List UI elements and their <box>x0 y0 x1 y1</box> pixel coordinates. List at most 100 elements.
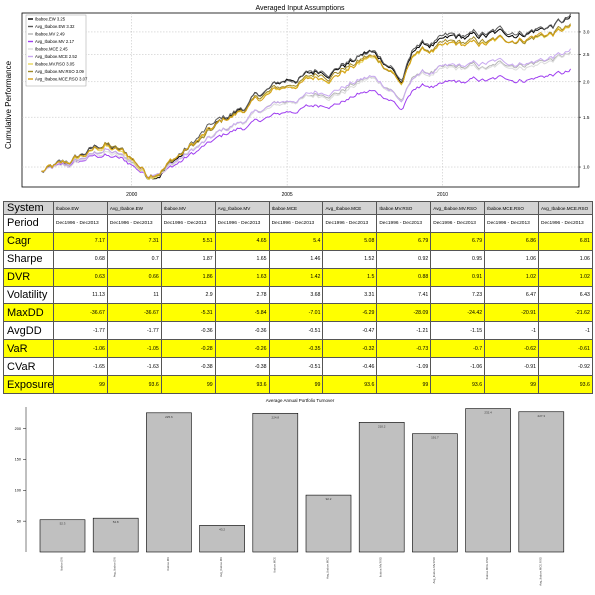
row-label: Volatility <box>3 285 54 305</box>
legend-entry: Avg_Ibaboe.MCE 2.52 <box>35 54 78 59</box>
x-tick-label: 2000 <box>126 192 137 198</box>
table-cell: 99 <box>268 375 324 394</box>
y-tick-label: 150 <box>15 458 21 462</box>
table-cell: Dec1996 - Dec2013 <box>376 214 432 233</box>
table-cell: 0.7 <box>106 249 162 269</box>
bar <box>92 517 139 553</box>
table-cell: 6.86 <box>484 231 540 251</box>
legend-entry: Ibaboe.MV 2.49 <box>35 32 65 37</box>
table-cell: 6.79 <box>430 231 486 251</box>
table-row: Exposure 99 93.6 99 93.6 99 93.6 99 93.6 99 93.6 <box>3 375 593 394</box>
column-header: Avg_Ibaboe.MV.RSO <box>430 201 486 215</box>
y-tick-label: 2.0 <box>583 79 590 84</box>
table-cell: -36.67 <box>53 303 108 323</box>
table-cell: 1.02 <box>538 267 593 287</box>
series-line <box>41 52 571 179</box>
table-cell: -1 <box>538 321 593 341</box>
y-tick-label: 100 <box>15 489 21 493</box>
table-cell: 5.51 <box>160 231 216 251</box>
row-label: CVaR <box>3 357 54 377</box>
table-cell: 1.42 <box>268 267 324 287</box>
table-cell: -28.09 <box>376 303 432 323</box>
bar <box>412 433 458 553</box>
bar-chart-title: Average Annual Portfolio Turnover <box>266 398 335 403</box>
table-cell: -1.15 <box>430 321 486 341</box>
table-cell: 1.06 <box>538 249 593 269</box>
table-cell: 93.6 <box>106 375 162 394</box>
column-header: Avg_Ibaboe.MCE.RSO <box>538 201 593 215</box>
bar <box>358 422 405 553</box>
legend-entry: Ibaboe.MCE 2.45 <box>35 47 68 52</box>
table-cell: -0.26 <box>214 339 270 359</box>
bar <box>305 494 352 553</box>
table-cell: 7.41 <box>376 285 432 305</box>
row-label: VaR <box>3 339 54 359</box>
bar-value-label: 224.8 <box>272 415 280 419</box>
bar <box>465 408 511 553</box>
table-cell: 0.66 <box>106 267 162 287</box>
table-cell: -1.77 <box>53 321 108 341</box>
performance-table: System Ibaboe.EW Avg_Ibaboe.EW Ibaboe.MV Avg… <box>3 201 593 394</box>
table-cell: -0.51 <box>268 321 324 341</box>
column-header: Avg_Ibaboe.EW <box>106 201 162 215</box>
table-row: MaxDD -36.67 -36.67 -5.31 -5.84 -7.01 -6.29 -28… <box>3 303 593 323</box>
table-cell: 93.6 <box>322 375 378 394</box>
table-cell: -0.91 <box>484 357 540 377</box>
table-cell: -0.28 <box>160 339 216 359</box>
table-cell: -24.42 <box>430 303 486 323</box>
column-header: Avg_Ibaboe.MCE <box>322 201 378 215</box>
table-cell: -0.36 <box>160 321 216 341</box>
y-tick-label: 50 <box>17 519 21 523</box>
row-label: DVR <box>3 267 54 287</box>
table-cell: -1.77 <box>106 321 162 341</box>
column-header: Ibaboe.MCE.RSO <box>484 201 540 215</box>
bar-value-label: 232.4 <box>484 411 492 415</box>
legend-entry: Ibaboe.MV.RSO 3.05 <box>35 62 75 67</box>
table-cell: -1.06 <box>430 357 486 377</box>
table-cell: Dec1996 - Dec2013 <box>160 214 216 233</box>
series-line <box>41 48 572 178</box>
table-cell: 7.31 <box>106 231 162 251</box>
table-cell: -1.09 <box>376 357 432 377</box>
table-cell: Dec1996 - Dec2013 <box>430 214 486 233</box>
table-cell: Dec1996 - Dec2013 <box>106 214 162 233</box>
y-tick-label: 1.0 <box>583 165 590 170</box>
table-cell: -0.61 <box>538 339 593 359</box>
row-label: MaxDD <box>3 303 54 323</box>
y-tick-label: 1.5 <box>583 115 590 120</box>
table-cell: -0.36 <box>214 321 270 341</box>
table-cell: -7.01 <box>268 303 324 323</box>
table-cell: Dec1996 - Dec2013 <box>214 214 270 233</box>
y-tick-label: 3.0 <box>583 30 590 35</box>
table-cell: Dec1996 - Dec2013 <box>53 214 108 233</box>
table-cell: 2.9 <box>160 285 216 305</box>
y-tick-label: 2.5 <box>583 52 590 57</box>
bar <box>199 525 245 553</box>
table-cell: -0.92 <box>538 357 593 377</box>
plot-frame <box>21 12 580 188</box>
legend-entry: Ibaboe.EW 3.25 <box>35 17 66 22</box>
table-cell: -0.62 <box>484 339 540 359</box>
legend-box <box>25 14 87 87</box>
table-cell: 93.6 <box>538 375 593 394</box>
x-category-label: Avg_Ibaboe.MV <box>219 557 223 577</box>
bar-value-label: 227.3 <box>538 414 546 418</box>
table-cell: -0.32 <box>322 339 378 359</box>
bar <box>146 412 192 553</box>
x-category-label: Avg_Ibaboe.EW <box>113 557 117 578</box>
table-cell: 6.81 <box>538 231 593 251</box>
table-cell: 1.52 <box>322 249 378 269</box>
bar-value-label: 43.2 <box>219 527 225 531</box>
table-cell: -0.38 <box>214 357 270 377</box>
table-cell: 0.68 <box>53 249 108 269</box>
row-label: AvgDD <box>3 321 54 341</box>
x-category-label: Avg_Ibaboe.MCE <box>326 557 330 579</box>
table-row: Cagr 7.17 7.31 5.51 4.65 5.4 5.08 6.79 6.79 6.86 6… <box>3 231 593 251</box>
table-cell: 1.5 <box>322 267 378 287</box>
bar-value-label: 225.6 <box>165 415 173 419</box>
table-cell: -5.84 <box>214 303 270 323</box>
x-category-label: Ibaboe.MV.RSO <box>379 556 383 577</box>
table-cell: -0.35 <box>268 339 324 359</box>
table-cell: 0.92 <box>376 249 432 269</box>
table-cell: -5.31 <box>160 303 216 323</box>
